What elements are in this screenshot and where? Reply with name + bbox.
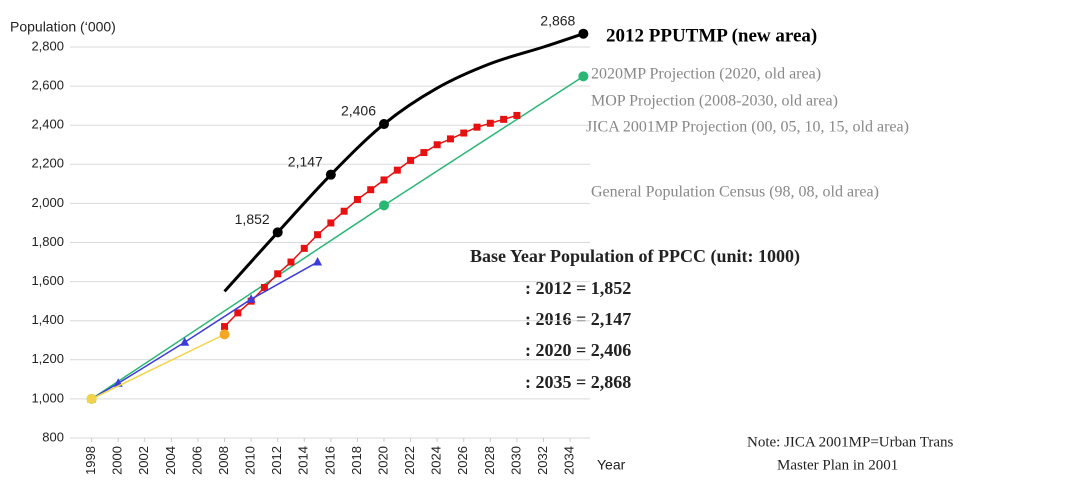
marker — [287, 258, 295, 266]
x-tick-label: 2006 — [189, 446, 204, 475]
x-tick-label: 2008 — [216, 446, 231, 475]
annotation-line: : 2016 = 2,147 — [525, 309, 631, 329]
y-tick-label: 2,000 — [31, 195, 64, 210]
legend-label: 2020MP Projection (2020, old area) — [591, 66, 821, 83]
marker — [272, 227, 283, 238]
x-tick-label: 2010 — [243, 446, 258, 475]
y-tick-label: 1,400 — [31, 312, 64, 327]
marker — [379, 200, 390, 211]
y-tick-label: 1,000 — [31, 390, 64, 405]
marker — [446, 135, 454, 143]
marker — [246, 294, 256, 303]
y-tick-label: 2,400 — [31, 117, 64, 132]
marker — [460, 129, 468, 137]
marker — [380, 176, 388, 184]
annotation-title: Base Year Population of PPCC (unit: 1000… — [470, 246, 800, 267]
marker — [578, 28, 589, 39]
marker — [180, 337, 190, 346]
data-label: 2,147 — [288, 153, 323, 169]
marker — [367, 186, 375, 194]
series-line — [91, 261, 318, 400]
y-axis-label: Population (‘000) — [10, 19, 116, 35]
annotation-line: : 2035 = 2,868 — [525, 372, 631, 392]
x-tick-label: 2020 — [375, 446, 390, 475]
y-tick-label: 1,800 — [31, 234, 64, 249]
y-tick-label: 2,200 — [31, 156, 64, 171]
marker — [300, 244, 308, 252]
marker — [433, 141, 441, 149]
note: Master Plan in 2001 — [777, 457, 898, 473]
annotation-line: : 2020 = 2,406 — [525, 340, 631, 360]
legend-label: MOP Projection (2008-2030, old area) — [591, 93, 838, 110]
x-tick-label: 2000 — [110, 446, 125, 475]
marker — [407, 156, 415, 164]
marker — [340, 207, 348, 215]
legend-label: JICA 2001MP Projection (00, 05, 10, 15, … — [586, 119, 909, 136]
marker — [500, 115, 508, 123]
y-tick-label: 1,600 — [31, 273, 64, 288]
marker — [353, 195, 361, 203]
note: Note: JICA 2001MP=Urban Trans — [747, 434, 954, 450]
marker — [219, 329, 230, 340]
y-tick-label: 800 — [42, 429, 64, 444]
x-tick-label: 2012 — [269, 446, 284, 475]
marker — [86, 393, 97, 404]
x-tick-label: 2016 — [322, 446, 337, 475]
data-label: 2,868 — [540, 12, 575, 28]
y-tick-label: 1,200 — [31, 351, 64, 366]
x-tick-label: 2004 — [163, 446, 178, 475]
x-tick-label: 2028 — [482, 446, 497, 475]
x-tick-label: 2030 — [508, 446, 523, 475]
x-tick-label: 2018 — [349, 446, 364, 475]
marker — [420, 149, 428, 157]
x-tick-label: 2026 — [455, 446, 470, 475]
data-label: 2,406 — [341, 103, 376, 119]
legend-label: 2012 PPUTMP (new area) — [606, 25, 817, 46]
marker — [393, 166, 401, 174]
marker — [260, 283, 268, 291]
marker — [313, 257, 323, 266]
x-axis-label: Year — [597, 457, 626, 473]
x-tick-label: 2034 — [562, 446, 577, 475]
x-tick-label: 2002 — [136, 446, 151, 475]
x-tick-label: 2022 — [402, 446, 417, 475]
marker — [325, 169, 336, 180]
marker — [327, 219, 335, 227]
marker — [486, 119, 494, 127]
marker — [314, 231, 322, 239]
legend-label: General Population Census (98, 08, old a… — [591, 184, 879, 201]
marker — [578, 71, 589, 82]
y-tick-label: 2,800 — [31, 38, 64, 53]
x-tick-label: 2024 — [429, 446, 444, 475]
annotation-line: : 2012 = 1,852 — [525, 278, 631, 298]
data-label: 1,852 — [235, 211, 270, 227]
marker — [473, 123, 481, 131]
marker — [221, 323, 229, 331]
marker — [513, 111, 521, 119]
y-tick-label: 2,600 — [31, 78, 64, 93]
x-tick-label: 1998 — [83, 446, 98, 475]
series-line — [91, 333, 225, 400]
marker — [234, 309, 242, 317]
x-tick-label: 2032 — [535, 446, 550, 475]
marker — [379, 119, 390, 130]
x-tick-label: 2014 — [296, 446, 311, 475]
marker — [274, 270, 282, 278]
